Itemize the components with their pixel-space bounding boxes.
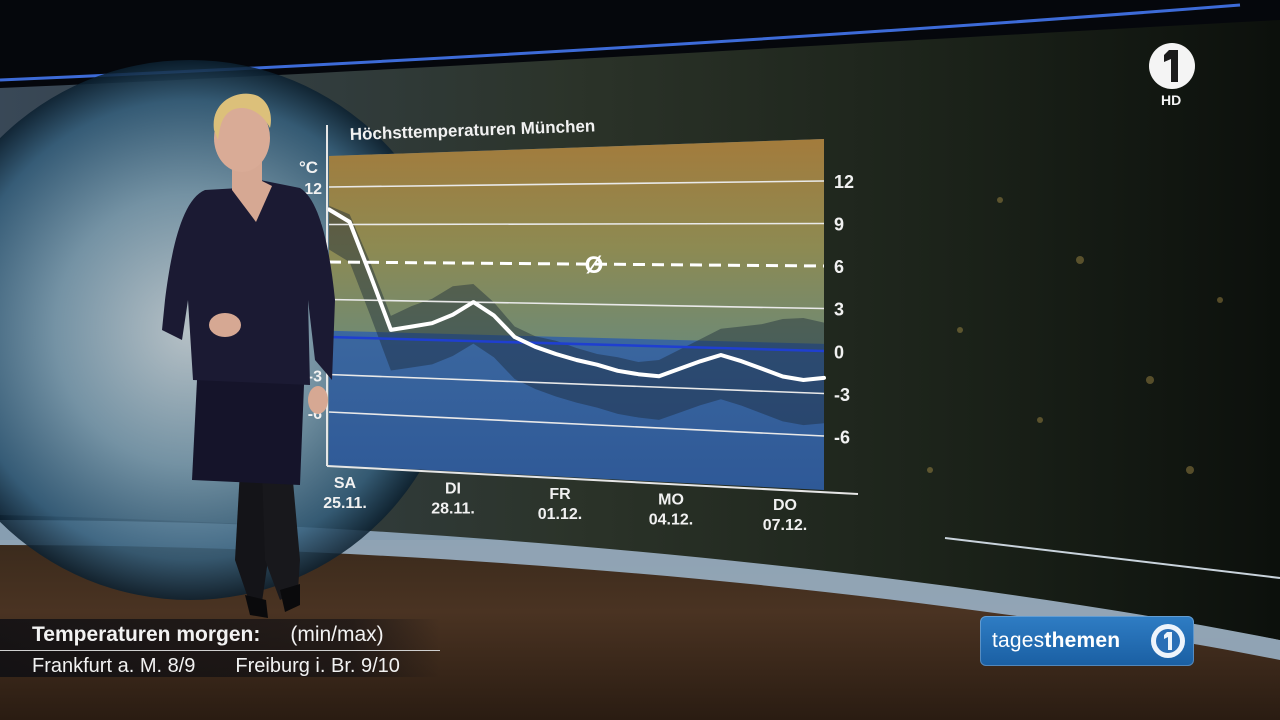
brand-part-themen: themen [1044, 629, 1121, 652]
x-axis [326, 465, 859, 495]
ard-disc-icon [1151, 624, 1185, 658]
ticker-city-freiburg: Freiburg i. Br. 9/10 [235, 655, 400, 677]
y-tick-label-right: -3 [834, 385, 850, 405]
x-tick-day: MO [658, 491, 684, 508]
zero-line [328, 335, 825, 353]
average-symbol: Ø [585, 252, 604, 279]
y-axis-unit: °C [299, 158, 318, 177]
x-tick-date: 25.11. [323, 495, 367, 512]
ticker-city-row: Frankfurt a. M. 8/9 Freiburg i. Br. 9/10 [32, 655, 440, 678]
tagesthemen-wordmark: tagesthemen [992, 629, 1120, 653]
ticker-city-frankfurt: Frankfurt a. M. 8/9 [32, 655, 196, 677]
tagesthemen-badge: tagesthemen [980, 616, 1194, 666]
y-tick-label-left: 12 [304, 181, 322, 198]
y-tick-label-right: 6 [834, 257, 844, 277]
temperature-series-line [327, 207, 826, 382]
ticker-divider [0, 650, 440, 651]
x-tick-day: SA [334, 475, 357, 492]
y-tick-label-right: 9 [834, 214, 844, 234]
y-tick-label-right: 3 [834, 300, 844, 320]
temperature-ticker: Temperaturen morgen: (min/max) Frankfurt … [0, 619, 440, 677]
night-lights [927, 197, 1223, 474]
average-line [328, 260, 825, 268]
y-tick-label-right: 12 [834, 172, 854, 192]
x-tick-date: 01.12. [538, 506, 582, 523]
wall-base-line [944, 537, 1280, 579]
brand-part-tages: tages [992, 629, 1045, 652]
ticker-heading: Temperaturen morgen: [32, 623, 261, 646]
ard-hd-logo: HD [1142, 40, 1202, 110]
grid-line [328, 222, 825, 226]
hd-label: HD [1161, 92, 1182, 108]
grid-line [328, 298, 825, 310]
grid-line [328, 180, 825, 188]
x-tick-day: FR [549, 486, 571, 503]
grid-line [328, 373, 825, 395]
ard-one-icon [1149, 43, 1195, 89]
x-tick-date: 28.11. [431, 500, 475, 517]
x-tick-day: DO [773, 497, 797, 514]
grid-line [328, 411, 825, 437]
x-tick-date: 04.12. [649, 511, 693, 528]
presenter [162, 93, 335, 618]
x-tick-day: DI [445, 480, 461, 497]
x-tick-date: 07.12. [763, 517, 807, 534]
y-tick-label-right: 0 [834, 342, 844, 362]
y-tick-label-right: -6 [834, 427, 850, 447]
ticker-unit: (min/max) [290, 623, 384, 646]
temperature-chart: Ø Höchsttemperaturen München °C 129630-3… [299, 116, 859, 534]
y-tick-label-left: -3 [308, 369, 322, 386]
ticker-heading-row: Temperaturen morgen: (min/max) [32, 623, 384, 647]
